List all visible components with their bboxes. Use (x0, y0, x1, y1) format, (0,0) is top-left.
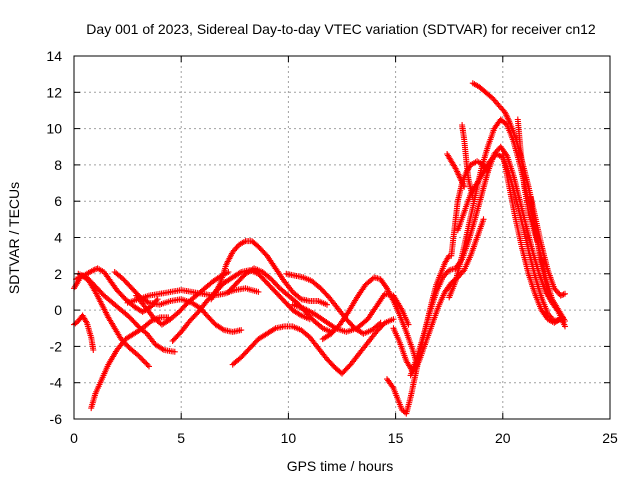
series-arc-24 (469, 80, 568, 299)
y-tick-label: -4 (50, 375, 63, 391)
y-axis-title: SDTVAR / TECUs (6, 182, 22, 294)
x-tick-label: 10 (281, 430, 297, 446)
series-arc-22 (444, 151, 468, 190)
series-arc-1 (71, 312, 97, 353)
series-markers (208, 238, 330, 308)
series-arc-11 (225, 265, 335, 335)
series-markers (390, 216, 487, 375)
series-markers (133, 269, 232, 328)
x-tick-label: 15 (388, 430, 404, 446)
series-arc-23 (459, 122, 476, 201)
y-tick-label: 6 (54, 193, 62, 209)
series-arc-20 (454, 151, 564, 324)
series-markers (319, 274, 420, 368)
series-markers (225, 265, 335, 335)
y-tick-label: 12 (46, 84, 62, 100)
series-arc-12 (229, 316, 397, 377)
y-tick-label: 8 (54, 157, 62, 173)
series-markers (499, 151, 566, 326)
ticks: 0 5 10 15 20 25 -6 -4 -2 0 2 4 6 8 10 12 14 (46, 48, 618, 446)
y-tick-label: -6 (50, 411, 63, 427)
y-tick-label: 2 (54, 266, 62, 282)
chart-title: Day 001 of 2023, Sidereal Day-to-day VTE… (86, 21, 596, 37)
x-tick-label: 0 (70, 430, 78, 446)
y-tick-label: 10 (46, 121, 62, 137)
series-arc-10 (208, 238, 330, 308)
series-layer (71, 80, 568, 417)
x-axis-title: GPS time / hours (287, 458, 394, 474)
series-arc-15 (319, 274, 420, 368)
series-markers (444, 151, 468, 190)
series-markers (283, 270, 384, 337)
series-markers (454, 151, 564, 324)
series-arc-26 (527, 194, 568, 330)
series-arc-17 (390, 216, 487, 375)
series-arc-5 (88, 314, 172, 412)
y-tick-label: 0 (54, 302, 62, 318)
y-tick-label: 14 (46, 48, 62, 64)
series-markers (459, 122, 476, 201)
series-arc-27 (499, 151, 566, 326)
y-tick-label: 4 (54, 230, 62, 246)
y-tick-label: -2 (50, 338, 63, 354)
series-markers (71, 312, 97, 353)
x-tick-label: 5 (177, 430, 185, 446)
series-markers (527, 194, 568, 330)
series-arc-13 (283, 270, 384, 337)
x-tick-label: 25 (602, 430, 618, 446)
x-tick-label: 20 (495, 430, 511, 446)
series-markers (229, 316, 397, 377)
series-markers (469, 80, 568, 299)
series-markers (88, 314, 172, 412)
series-arc-8 (133, 269, 232, 328)
